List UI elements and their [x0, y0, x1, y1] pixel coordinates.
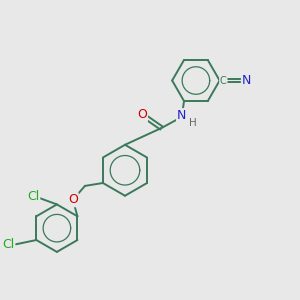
Text: N: N	[242, 74, 251, 87]
Text: H: H	[189, 118, 196, 128]
Text: O: O	[68, 193, 78, 206]
Text: C: C	[220, 76, 227, 85]
Text: Cl: Cl	[27, 190, 39, 203]
Text: N: N	[177, 109, 186, 122]
Text: O: O	[137, 108, 147, 121]
Text: Cl: Cl	[2, 238, 14, 251]
